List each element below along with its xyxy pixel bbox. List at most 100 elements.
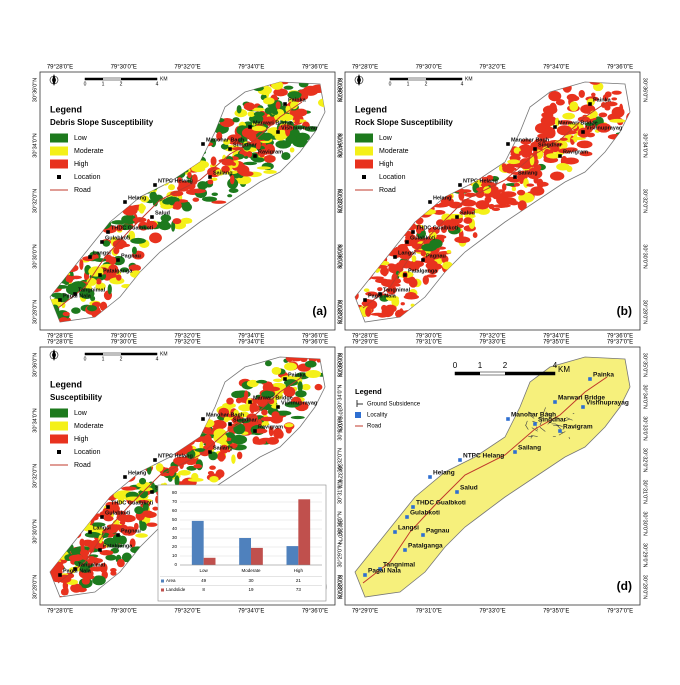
patch (569, 101, 578, 111)
legend-swatch (161, 589, 164, 592)
legend-label: Landslide (166, 587, 186, 592)
patch (573, 134, 577, 142)
patch (463, 217, 472, 224)
latitude-label: 30°29'0"N (337, 543, 343, 567)
latitude-label: 30°32'0"N (337, 448, 343, 472)
legend-swatch (362, 175, 366, 179)
legend-title: Legend (50, 379, 82, 389)
patch (226, 398, 234, 405)
location-marker (506, 417, 510, 421)
scale-bar (505, 372, 555, 375)
scale-bar (85, 353, 103, 355)
patch (252, 126, 267, 131)
patch (502, 183, 506, 191)
x-tick-label: High (294, 568, 304, 573)
place-label: Vishnuprayag (281, 125, 317, 131)
patch (82, 577, 90, 584)
patch (290, 147, 295, 152)
location-marker (58, 298, 62, 302)
patch (116, 274, 122, 280)
latitude-label: 30°31'0"N (642, 480, 648, 504)
legend-swatch (50, 409, 68, 418)
legend-swatch (355, 147, 373, 156)
legend-label: Low (74, 410, 88, 417)
legend-swatch (355, 160, 373, 169)
patch (263, 97, 274, 104)
longitude-label: 79°28'0"E (352, 65, 378, 71)
legend-title: Legend (355, 387, 382, 396)
scale-label: 4 (156, 356, 159, 362)
location-marker (458, 183, 462, 187)
patch (276, 101, 281, 109)
longitude-label: 79°34'0"E (238, 609, 264, 615)
patch (263, 170, 277, 174)
latitude-label: 30°32'0"N (642, 189, 648, 213)
patch (188, 478, 204, 482)
patch (175, 475, 180, 486)
legend-title: Legend (355, 104, 387, 114)
patch (247, 151, 252, 157)
location-marker (123, 475, 127, 479)
patch (121, 487, 137, 491)
patch (507, 159, 520, 164)
location-marker (411, 505, 415, 509)
patch (541, 115, 557, 126)
patch (519, 151, 527, 155)
patch (121, 215, 131, 224)
patch (80, 550, 89, 557)
location-marker (248, 125, 252, 129)
patch (237, 452, 242, 460)
legend-label: Location (74, 449, 101, 456)
location-marker (513, 175, 517, 179)
place-label: Vishnuprayag (586, 400, 629, 407)
latitude-label: 30°30'0"N (642, 244, 648, 268)
patch (599, 113, 608, 118)
location-marker (558, 154, 562, 158)
patch (217, 454, 226, 461)
scale-label: 1 (407, 81, 410, 87)
patch (611, 91, 621, 95)
location-marker (276, 405, 280, 409)
location-marker (558, 429, 562, 433)
patch (108, 284, 112, 294)
longitude-label: 79°28'0"E (47, 340, 73, 346)
patch (69, 555, 83, 561)
patch (149, 233, 162, 244)
place-label: NTPC Helang (158, 453, 193, 459)
place-label: Sailang (213, 445, 233, 451)
patch (381, 305, 387, 311)
patch (257, 166, 271, 169)
patch (231, 391, 245, 399)
patch (236, 398, 242, 404)
panel-label: (d) (617, 579, 632, 593)
place-label: Gulabkoti (410, 235, 436, 241)
patch (152, 507, 158, 511)
location-marker (150, 490, 154, 494)
panel-label: (a) (312, 304, 327, 318)
legend-label: Low (379, 135, 393, 142)
patch (563, 158, 579, 165)
legend-subtitle: Debris Slope Susceptibility (50, 118, 154, 127)
patch (502, 163, 507, 168)
location-marker (153, 458, 157, 462)
legend-label: Low (74, 135, 88, 142)
patch (154, 195, 163, 202)
location-marker (588, 377, 592, 381)
location-marker (253, 154, 257, 158)
panel-label: (b) (617, 304, 632, 318)
scale-bar (455, 372, 480, 375)
location-marker (153, 183, 157, 187)
location-marker (58, 573, 62, 577)
patch (178, 470, 191, 476)
patch (162, 198, 173, 204)
scale-bar (85, 78, 103, 80)
patch (63, 312, 70, 316)
location-marker (201, 142, 205, 146)
location-marker (208, 175, 212, 179)
legend-subtitle: Rock Slope Susceptibility (355, 118, 453, 127)
location-marker (428, 475, 432, 479)
patch (256, 380, 267, 384)
latitude-label: 30°35'0"N (337, 353, 343, 377)
place-label: Patalganga (408, 268, 438, 274)
